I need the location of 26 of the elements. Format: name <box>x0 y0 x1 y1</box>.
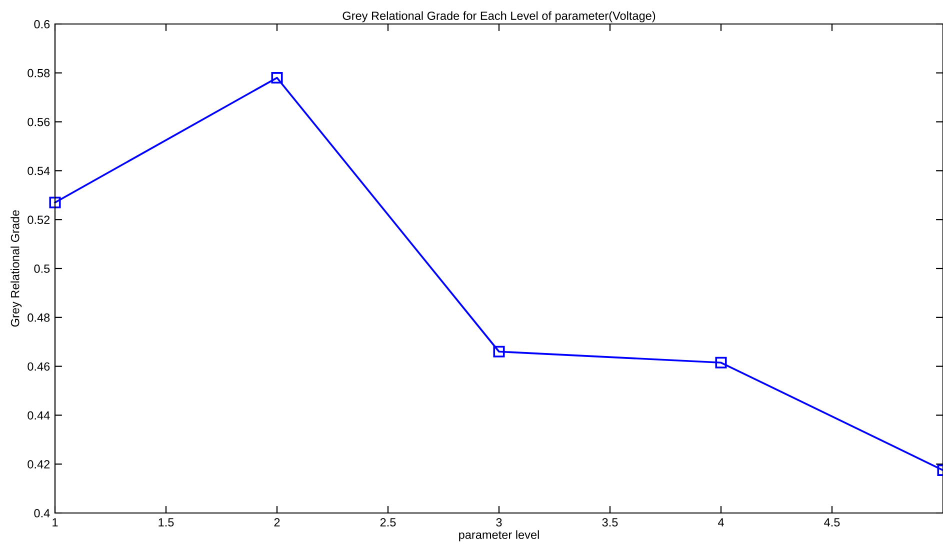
point <box>493 346 505 358</box>
x-tick-label: 1 <box>52 518 58 526</box>
x-tick-label: 1.5 <box>158 518 174 527</box>
y-tick-label: 0.5 <box>34 264 50 273</box>
y-tick-label: 0.44 <box>28 411 50 420</box>
chart-title: Grey Relational Grade for Each Level of parameter(Voltage) <box>342 11 656 22</box>
y-tick-label: 0.58 <box>28 68 50 78</box>
x-tick-label: 2.5 <box>380 518 396 527</box>
x-tick-label: 2 <box>274 518 280 526</box>
y-tick-label: 0.56 <box>28 118 50 126</box>
x-axis-title: parameter level <box>459 530 539 542</box>
y-axis-title: Grey Relational Grade <box>10 210 22 327</box>
point <box>49 196 61 208</box>
x-tick-label: 3 <box>496 518 502 527</box>
y-tick-label: 0.52 <box>28 216 50 224</box>
point <box>715 356 727 368</box>
y-tick-label: 0.48 <box>28 313 50 322</box>
y-tick-label: 0.42 <box>28 460 50 468</box>
x-tick-label: 4 <box>718 518 724 526</box>
x-tick-label: 4.5 <box>824 518 840 527</box>
x-tick-label: 3.5 <box>602 518 618 527</box>
y-tick-label: 0.6 <box>34 20 50 28</box>
y-tick-label: 0.4 <box>34 509 50 518</box>
y-tick-label: 0.46 <box>28 362 50 371</box>
y-tick-label: 0.54 <box>28 166 50 176</box>
point <box>271 72 283 84</box>
